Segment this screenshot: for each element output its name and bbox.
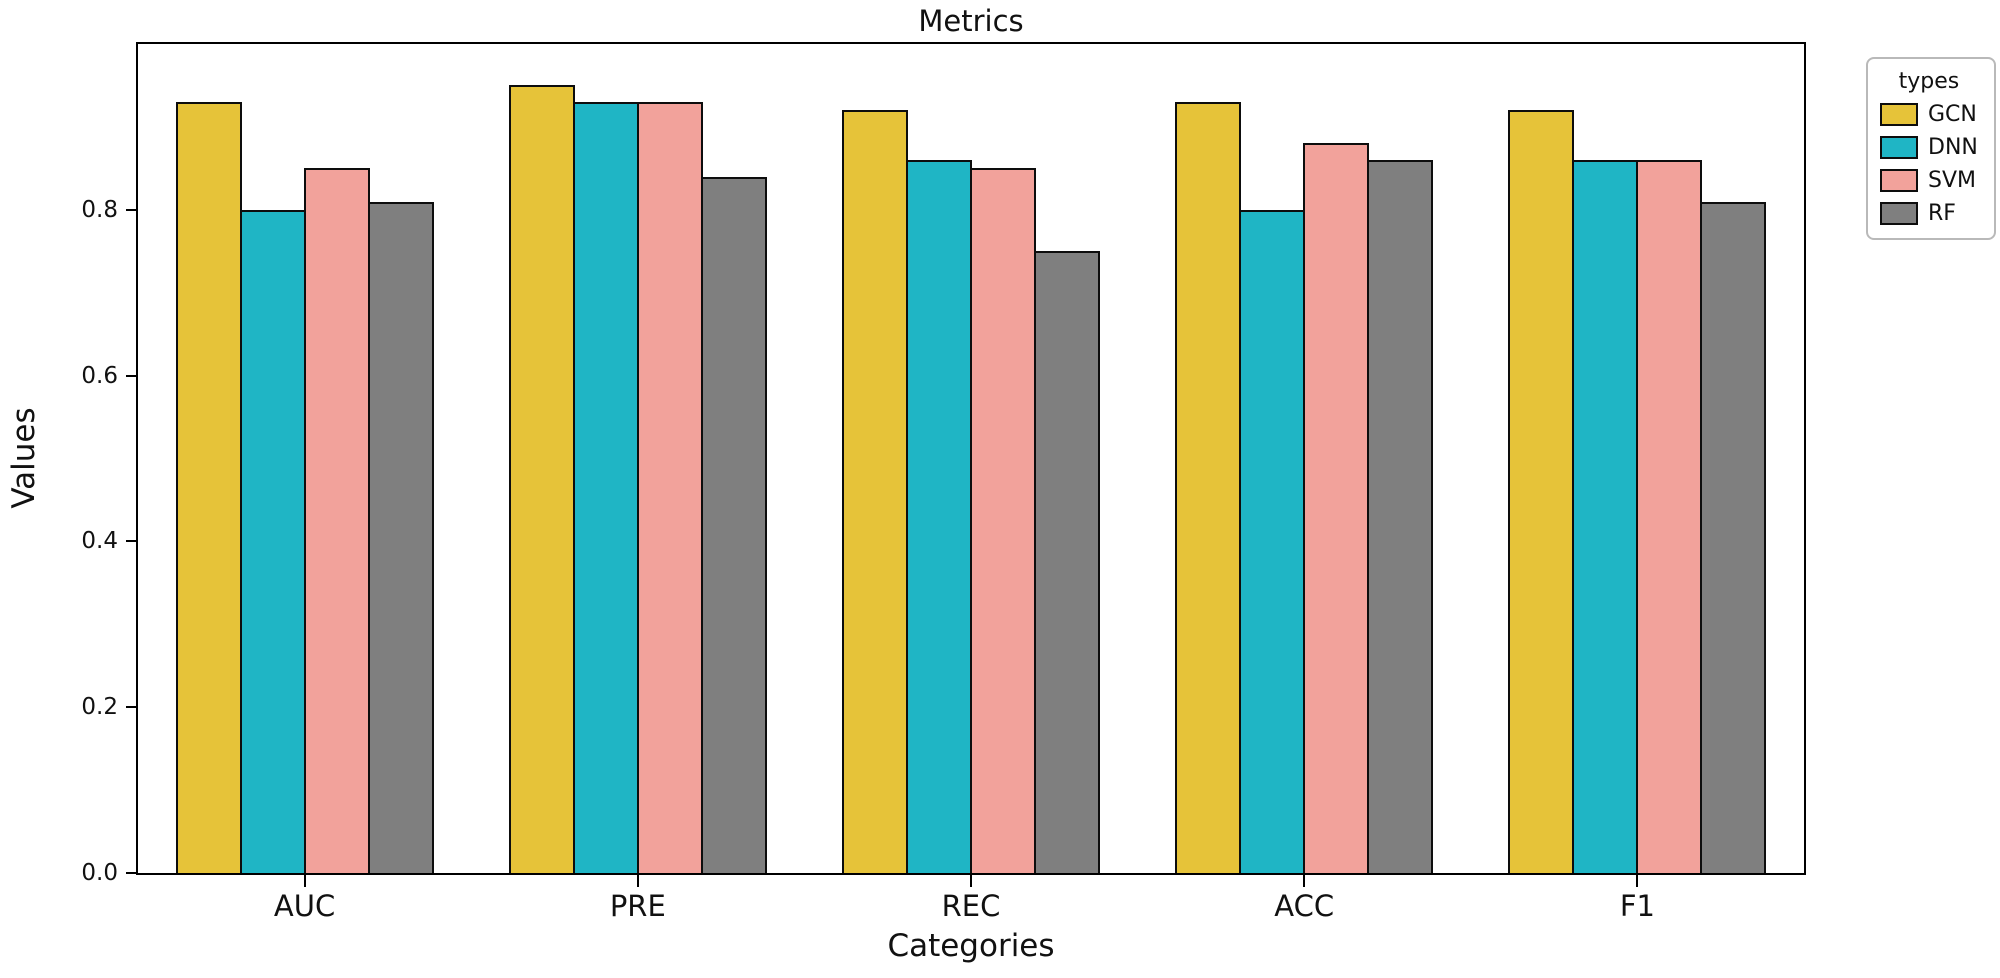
bar-gcn-rec: [841, 110, 908, 873]
x-tick-mark: [1303, 875, 1306, 887]
legend-entries: GCN DNN SVM RF: [1880, 102, 1978, 226]
legend-title: types: [1898, 69, 1960, 94]
y-tick-mark: [126, 706, 138, 709]
legend-entry-rf: RF: [1880, 201, 1978, 226]
legend-label-gcn: GCN: [1928, 102, 1977, 127]
chart-title: Metrics: [918, 4, 1024, 38]
bar-group-pre: [508, 44, 767, 873]
y-tick-label: 0.4: [81, 528, 118, 555]
x-axis-label: Categories: [887, 928, 1055, 964]
x-tick-label-f1: F1: [1619, 889, 1655, 923]
bar-gcn-acc: [1175, 102, 1242, 873]
bar-svm-f1: [1636, 160, 1703, 873]
bar-rf-f1: [1700, 201, 1767, 873]
bar-rf-rec: [1033, 251, 1100, 873]
bar-group-acc: [1175, 44, 1434, 873]
x-tick-label-acc: ACC: [1274, 889, 1335, 923]
legend-label-dnn: DNN: [1928, 135, 1978, 160]
bar-dnn-auc: [239, 209, 306, 873]
bar-dnn-f1: [1572, 160, 1639, 873]
legend-swatch-rf: [1880, 202, 1918, 225]
x-tick-mark: [1636, 875, 1639, 887]
bar-svm-acc: [1303, 143, 1370, 873]
legend-entry-dnn: DNN: [1880, 135, 1978, 160]
x-tick-label-pre: PRE: [609, 889, 666, 923]
bar-gcn-auc: [175, 102, 242, 873]
bar-dnn-rec: [905, 160, 972, 873]
y-tick-label: 0.6: [81, 362, 118, 389]
legend-swatch-svm: [1880, 169, 1918, 192]
bar-dnn-pre: [572, 102, 639, 873]
bar-svm-auc: [303, 168, 370, 873]
bar-svm-rec: [969, 168, 1036, 873]
plot-area: 0.0 0.2 0.4 0.6 0.8 AUC PRE REC ACC F1: [81, 42, 1806, 923]
x-tick-mark: [303, 875, 306, 887]
x-tick-label-rec: REC: [941, 889, 1001, 923]
x-tick-mark: [636, 875, 639, 887]
y-tick-mark: [126, 208, 138, 211]
bar-rf-acc: [1367, 160, 1434, 873]
y-tick-mark: [126, 872, 138, 874]
y-tick-mark: [126, 540, 138, 543]
bar-group-rec: [841, 44, 1100, 873]
legend-swatch-dnn: [1880, 136, 1918, 159]
x-tick-label-auc: AUC: [273, 889, 336, 923]
y-tick-mark: [126, 374, 138, 377]
bar-rf-auc: [367, 201, 434, 873]
legend-swatch-gcn: [1880, 103, 1918, 126]
bar-gcn-f1: [1508, 110, 1575, 873]
legend-label-rf: RF: [1928, 201, 1956, 226]
bar-rf-pre: [700, 176, 767, 873]
bar-group-f1: [1508, 44, 1767, 873]
y-tick-label: 0.0: [81, 860, 118, 886]
y-tick-label: 0.8: [81, 196, 118, 223]
bar-svm-pre: [636, 102, 703, 873]
y-tick-label: 0.2: [81, 694, 118, 721]
bar-dnn-acc: [1239, 209, 1306, 873]
legend-label-svm: SVM: [1928, 168, 1976, 193]
legend: types GCN DNN SVM RF: [1866, 57, 1996, 240]
legend-entry-gcn: GCN: [1880, 102, 1978, 127]
bar-group-auc: [175, 44, 434, 873]
legend-entry-svm: SVM: [1880, 168, 1978, 193]
bar-gcn-pre: [508, 85, 575, 873]
x-tick-mark: [970, 875, 972, 887]
y-axis-label: Values: [6, 407, 42, 509]
